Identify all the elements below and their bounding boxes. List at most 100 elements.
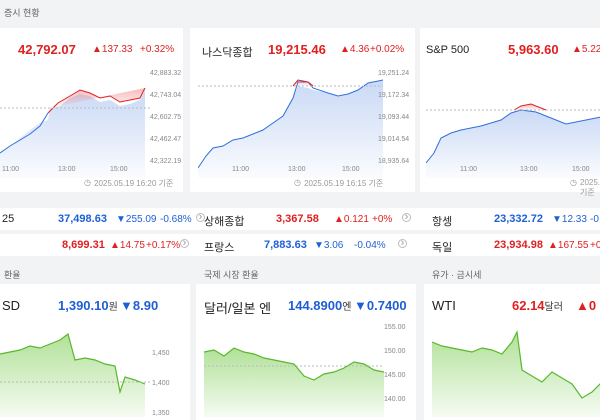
index-row-2: 8,699.31 ▲14.75 +0.17% › 프랑스 7,883.63 ▼3… xyxy=(0,234,600,256)
time-tick: 13:00 xyxy=(520,166,538,173)
index-percent: +0 xyxy=(590,240,600,251)
axis-tick: 1,350 xyxy=(152,410,170,417)
fx-name: 달러/일본 엔 xyxy=(204,301,272,316)
index-value: 19,215.46 xyxy=(268,42,326,57)
section-title-stock-status: 증시 현황 xyxy=(4,8,40,18)
index-row-1: 25 37,498.63 ▼255.09 -0.68% › 상해종합 3,367… xyxy=(0,208,600,230)
index-change: ▲5.22 xyxy=(572,44,600,55)
index-name[interactable]: 프랑스 xyxy=(204,242,235,254)
axis-tick: 19,014.54 xyxy=(378,136,410,143)
index-value: 7,883.63 xyxy=(264,239,307,251)
index-percent: +0% xyxy=(372,214,393,225)
fx-unit: 원 xyxy=(108,302,118,313)
index-change: ▲167.55 xyxy=(548,240,589,251)
axis-tick: 140.00 xyxy=(384,396,406,403)
fx-name: SD xyxy=(2,298,21,313)
index-value: 3,367.58 xyxy=(276,213,319,225)
index-name[interactable]: 25 xyxy=(2,213,15,225)
time-tick: 15:00 xyxy=(342,166,360,173)
fx-value: 1,390.10원 xyxy=(58,298,118,313)
timestamp: 2025.05.19 16:20 기준 xyxy=(94,179,174,188)
expand-icon[interactable]: › xyxy=(398,238,407,249)
axis-tick: 150.00 xyxy=(384,348,406,355)
axis-tick: 42,602.75 xyxy=(150,114,182,121)
expand-icon[interactable]: › xyxy=(196,212,205,223)
index-panel-dow[interactable]: 42,792.07 ▲137.33 +0.32% 42,883.32 42,74… xyxy=(0,28,183,192)
time-tick: 13:00 xyxy=(58,166,76,173)
time-tick: 11:00 xyxy=(232,166,249,173)
fx-value: 62.14달러 xyxy=(512,298,563,313)
index-panel-sp500[interactable]: S&P 500 5,963.60 ▲5.22 11:00 13:00 15:00… xyxy=(420,28,600,197)
index-name: S&P 500 xyxy=(426,44,470,56)
axis-tick: 18,935.64 xyxy=(378,158,410,165)
fx-panel-usd-jpy[interactable]: 달러/일본 엔 144.8900엔 ▼0.7400 155.00 150.00 … xyxy=(196,284,416,420)
index-percent: +0.32% xyxy=(140,44,175,55)
index-name[interactable]: 독일 xyxy=(432,242,453,254)
index-chart-sp500 xyxy=(426,103,600,178)
timestamp: 2025.05.19 기준 xyxy=(580,178,600,197)
timestamp-clock-icon: ◷ xyxy=(570,178,577,187)
index-value: 42,792.07 xyxy=(18,42,76,57)
index-value: 5,963.60 xyxy=(508,42,559,57)
index-value: 23,332.72 xyxy=(494,213,543,225)
axis-tick: 42,883.32 xyxy=(150,70,182,77)
timestamp-clock-icon: ◷ xyxy=(294,178,301,187)
fx-change: ▼8.90 xyxy=(120,298,159,313)
expand-icon[interactable]: › xyxy=(402,212,411,223)
expand-icon[interactable]: › xyxy=(180,238,189,249)
axis-tick: 42,462.47 xyxy=(150,136,182,143)
fx-chart-wti xyxy=(432,329,600,417)
fx-value-number: 62.14 xyxy=(512,298,545,313)
index-change: ▲14.75 xyxy=(110,240,145,251)
timestamp: 2025.05.19 16:15 기준 xyxy=(304,179,384,188)
section-title-oil-gold: 유가 · 금시세 xyxy=(432,270,482,280)
fx-value-number: 144.8900 xyxy=(288,298,343,313)
section-title-intl-exchange: 국제 시장 환율 xyxy=(204,270,259,280)
index-chart-nasdaq xyxy=(198,79,383,178)
section-title-exchange: 환율 xyxy=(4,270,21,280)
index-change: ▼12.33 xyxy=(552,214,587,225)
fx-panel-usd[interactable]: SD 1,390.10원 ▼8.90 1,450 1,400 1,350 xyxy=(0,284,190,420)
time-tick: 15:00 xyxy=(572,166,590,173)
fx-panel-wti[interactable]: WTI 62.14달러 ▲0 xyxy=(424,284,600,420)
fx-chart-usd-jpy xyxy=(204,347,384,417)
fx-value-number: 1,390.10 xyxy=(58,298,109,313)
index-value: 23,934.98 xyxy=(494,239,543,251)
fx-name: WTI xyxy=(432,298,456,313)
index-percent: -0 xyxy=(590,214,599,225)
time-tick: 13:00 xyxy=(288,166,306,173)
index-change: ▼3.06 xyxy=(314,240,344,251)
axis-tick: 19,093.44 xyxy=(378,114,410,121)
index-percent: -0.04% xyxy=(354,240,386,251)
fx-unit: 달러 xyxy=(544,302,563,313)
index-change: ▲4.36 xyxy=(340,44,370,55)
index-panel-nasdaq[interactable]: 나스닥종합 19,215.46 ▲4.36 +0.02% 19,251.24 1… xyxy=(190,28,415,192)
timestamp-clock-icon: ◷ xyxy=(84,178,91,187)
axis-tick: 19,172.34 xyxy=(378,92,410,99)
axis-tick: 145.00 xyxy=(384,372,406,379)
time-tick: 15:00 xyxy=(110,166,128,173)
fx-unit: 엔 xyxy=(342,302,352,313)
fx-value: 144.8900엔 xyxy=(288,298,351,313)
index-value: 37,498.63 xyxy=(58,213,107,225)
time-tick: 11:00 xyxy=(460,166,477,173)
axis-tick: 1,400 xyxy=(152,380,170,387)
axis-tick: 42,322.19 xyxy=(150,158,182,165)
index-name[interactable]: 상해종합 xyxy=(204,216,245,228)
fx-chart-usd xyxy=(0,332,150,417)
time-tick: 11:00 xyxy=(2,166,19,173)
index-change: ▲137.33 xyxy=(92,44,133,55)
index-change: ▼255.09 xyxy=(116,214,157,225)
index-value: 8,699.31 xyxy=(62,239,105,251)
index-percent: +0.17% xyxy=(146,240,181,251)
axis-tick: 19,251.24 xyxy=(378,70,410,77)
axis-tick: 42,743.04 xyxy=(150,92,182,99)
index-name: 나스닥종합 xyxy=(202,47,253,59)
index-chart-dow xyxy=(0,87,150,178)
axis-tick: 155.00 xyxy=(384,324,406,331)
index-percent: +0.02% xyxy=(370,44,405,55)
index-name[interactable]: 항셍 xyxy=(432,216,453,228)
fx-change: ▲0 xyxy=(576,298,597,313)
axis-tick: 1,450 xyxy=(152,350,170,357)
index-change: ▲0.121 xyxy=(334,214,369,225)
